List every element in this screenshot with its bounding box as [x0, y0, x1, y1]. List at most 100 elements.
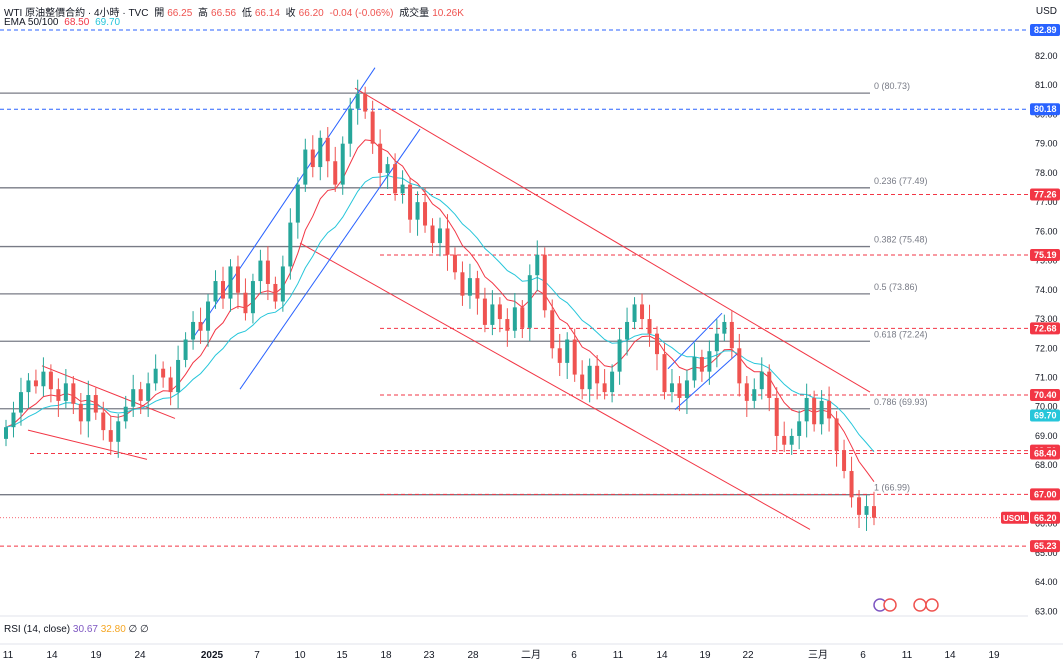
- candle-body: [108, 430, 113, 442]
- price-tick-label: 78.00: [1035, 168, 1058, 178]
- candle-body: [258, 260, 263, 282]
- candle-body: [355, 94, 360, 109]
- candle-body: [752, 389, 757, 401]
- rsi-value-4: ∅: [140, 624, 149, 635]
- candle-body: [41, 371, 46, 387]
- price-tick-label: 81.00: [1035, 80, 1058, 90]
- candle-body: [617, 339, 622, 372]
- price-badge: [1030, 540, 1060, 553]
- candle-body: [632, 304, 637, 322]
- time-tick-label: 14: [656, 650, 668, 661]
- price-tick-label: 72.00: [1035, 343, 1058, 353]
- candle-body: [63, 383, 68, 401]
- horizontal-levels: [0, 29, 1028, 547]
- wedge-red-upper: [41, 365, 176, 419]
- candle-body: [363, 94, 368, 112]
- candle-body: [78, 403, 83, 422]
- candle-body: [183, 339, 188, 360]
- candle-body: [393, 164, 398, 194]
- rsi-legend[interactable]: RSI (14, close) 30.67 32.80 ∅ ∅: [4, 624, 149, 635]
- price-badge-label: 68.40: [1034, 448, 1057, 458]
- candle-body: [93, 395, 98, 413]
- candle-body: [116, 421, 121, 442]
- rsi-value-1: 30.67: [72, 624, 98, 635]
- candle-body: [273, 283, 278, 302]
- price-badge-label: 82.89: [1034, 25, 1057, 35]
- ema-legend[interactable]: EMA 50/100 68.50 69.70: [4, 17, 123, 28]
- price-tick-label: 69.00: [1035, 431, 1058, 441]
- symbol-tag-bg: [1001, 511, 1029, 524]
- time-tick-label: 6: [860, 650, 866, 661]
- ema50-value: 68.50: [64, 17, 90, 28]
- price-tick-label: 76.00: [1035, 226, 1058, 236]
- candle-body: [565, 339, 570, 363]
- candle-body: [452, 254, 457, 273]
- candle-body: [767, 371, 772, 398]
- candles: [4, 79, 876, 531]
- symbol-legend[interactable]: WTI 原油整價合約 · 4小時 · TVC 開 66.25 高 66.56 低 66…: [4, 4, 467, 19]
- small-channel-upper: [667, 312, 723, 370]
- candle-body: [475, 278, 480, 299]
- candle-body: [610, 371, 615, 393]
- time-tick-label: 15: [336, 650, 348, 661]
- candle-body: [692, 357, 697, 381]
- price-badge: [1030, 511, 1060, 524]
- event-flag-icon: [913, 598, 927, 612]
- candle-body: [655, 333, 659, 355]
- event-flag-icon: [925, 598, 939, 612]
- price-tick-label: 65.00: [1035, 548, 1058, 558]
- candle-body: [707, 351, 712, 372]
- small-channel-lower: [674, 350, 741, 411]
- price-tick-label: 77.00: [1035, 197, 1058, 207]
- price-badge: [1030, 447, 1060, 460]
- candle-body: [235, 266, 240, 293]
- time-tick-label: 19: [699, 650, 711, 661]
- channel-red-lower: [299, 242, 811, 530]
- candle-body: [512, 307, 517, 331]
- fib-label: 1 (66.99): [874, 483, 910, 493]
- candle-body: [131, 389, 136, 407]
- candle-body: [535, 254, 540, 276]
- candle-body: [580, 374, 585, 390]
- price-badge-label: 69.70: [1034, 410, 1057, 420]
- ema-label: EMA 50/100: [4, 17, 59, 28]
- candle-body: [146, 383, 151, 401]
- candle-body: [250, 281, 255, 314]
- candle-body: [729, 321, 734, 349]
- candle-body: [804, 397, 809, 422]
- price-tick-label: 64.00: [1035, 577, 1058, 587]
- high-label: 高: [198, 8, 209, 19]
- price-tick-label: 79.00: [1035, 139, 1058, 149]
- candle-body: [460, 272, 465, 296]
- candle-body: [669, 383, 674, 393]
- price-badge: [1030, 24, 1060, 36]
- time-tick-label: 11: [3, 650, 14, 661]
- candle-body: [572, 339, 577, 375]
- ema50-line: [5, 139, 875, 482]
- trend-lines: [27, 67, 871, 530]
- volume-value: 10.26K: [432, 8, 464, 19]
- open-value: 66.25: [167, 8, 193, 19]
- symbol-title: WTI 原油整價合約 · 4小時 · TVC: [4, 8, 149, 19]
- candle-body: [198, 321, 203, 331]
- price-badge: [1030, 409, 1060, 422]
- price-badge: [1030, 389, 1060, 402]
- price-tick-label: 71.00: [1035, 372, 1058, 382]
- candle-body: [378, 143, 383, 173]
- candle-body: [714, 333, 719, 352]
- price-tick-label: 74.00: [1035, 285, 1058, 295]
- fib-label: 0.382 (75.48): [874, 235, 928, 245]
- ema-lines: [5, 139, 875, 482]
- candle-body: [849, 471, 854, 498]
- open-label: 開: [154, 8, 165, 19]
- candle-body: [228, 266, 233, 299]
- time-tick-label: 19: [90, 650, 102, 661]
- time-tick-label: 14: [944, 650, 956, 661]
- candle-body: [176, 359, 181, 393]
- time-tick-label: 11: [902, 650, 913, 661]
- candle-body: [842, 450, 847, 472]
- candle-body: [677, 383, 682, 398]
- candle-body: [834, 418, 839, 451]
- price-badge: [1030, 488, 1060, 501]
